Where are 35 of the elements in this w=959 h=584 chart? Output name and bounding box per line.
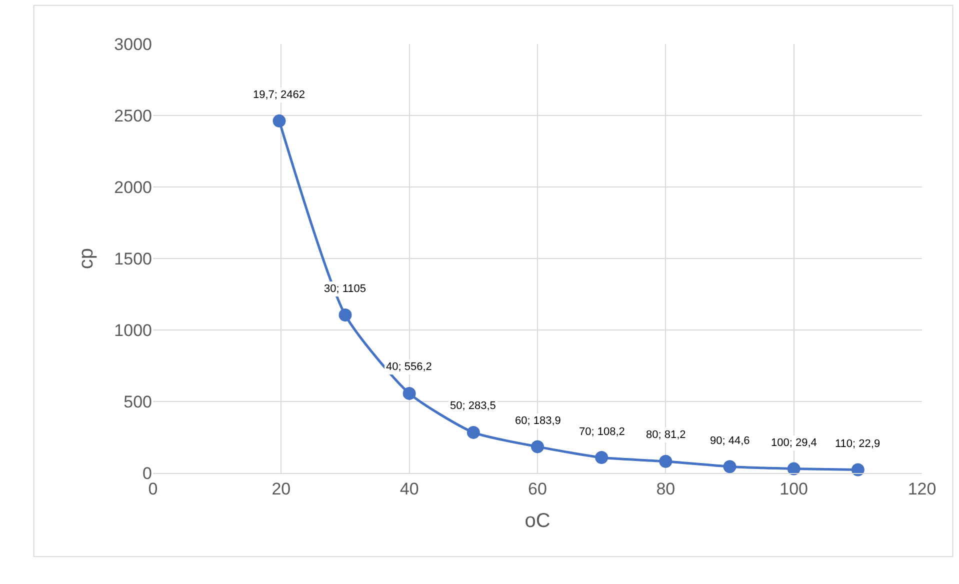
y-tick-label: 1000 <box>114 320 152 340</box>
x-tick-label: 120 <box>908 479 936 498</box>
data-label: 60; 183,9 <box>515 415 561 427</box>
x-tick-label: 60 <box>528 479 547 498</box>
x-axis-title: oC <box>524 510 550 532</box>
point <box>531 440 544 454</box>
point <box>402 386 416 400</box>
y-axis-title: cp <box>76 248 98 270</box>
data-label: 90; 44,6 <box>710 435 750 447</box>
data-label: 30; 1105 <box>324 283 366 295</box>
point <box>338 308 352 322</box>
data-label: 50; 283,5 <box>450 400 496 412</box>
data-label: 70; 108,2 <box>579 426 625 438</box>
data-label: 19,7; 2462 <box>253 89 305 101</box>
data-label: 80; 81,2 <box>646 429 686 441</box>
data-label: 110; 22,9 <box>835 438 880 450</box>
point <box>466 426 480 439</box>
x-tick-label: 100 <box>780 479 808 498</box>
point <box>659 454 672 468</box>
data-label: 100; 29,4 <box>771 437 817 449</box>
point <box>787 462 800 476</box>
x-tick-label: 40 <box>400 479 419 498</box>
y-tick-label: 2000 <box>114 178 152 197</box>
y-tick-label: 2500 <box>114 106 152 126</box>
point <box>595 451 608 464</box>
y-tick-label: 0 <box>142 464 152 483</box>
point <box>851 463 864 476</box>
y-tick-label: 500 <box>124 392 152 412</box>
point <box>723 460 736 474</box>
data-label: 40; 556,2 <box>386 361 432 373</box>
y-tick-label: 1500 <box>114 249 152 268</box>
y-tick-label: 3000 <box>114 34 152 54</box>
x-tick-label: 80 <box>656 479 676 498</box>
x-tick-label: 20 <box>272 479 291 498</box>
point <box>272 114 286 128</box>
